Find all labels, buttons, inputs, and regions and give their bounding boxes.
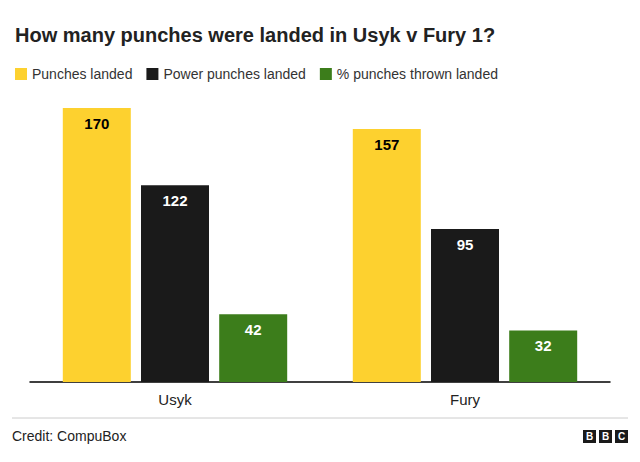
svg-text:Fury: Fury xyxy=(450,391,481,408)
svg-text:32: 32 xyxy=(535,337,552,354)
svg-text:Credit: CompuBox: Credit: CompuBox xyxy=(12,428,126,444)
svg-text:C: C xyxy=(618,431,625,442)
svg-text:122: 122 xyxy=(162,192,187,209)
svg-text:How many punches were landed i: How many punches were landed in Usyk v F… xyxy=(15,24,495,46)
svg-text:Power punches landed: Power punches landed xyxy=(163,66,305,82)
svg-text:B: B xyxy=(602,431,609,442)
svg-text:95: 95 xyxy=(457,236,474,253)
svg-text:% punches thrown landed: % punches thrown landed xyxy=(337,66,498,82)
svg-text:42: 42 xyxy=(245,321,262,338)
svg-text:Usyk: Usyk xyxy=(158,391,192,408)
svg-text:157: 157 xyxy=(374,136,399,153)
svg-text:Punches landed: Punches landed xyxy=(32,66,132,82)
svg-text:B: B xyxy=(586,431,593,442)
svg-text:170: 170 xyxy=(84,115,109,132)
